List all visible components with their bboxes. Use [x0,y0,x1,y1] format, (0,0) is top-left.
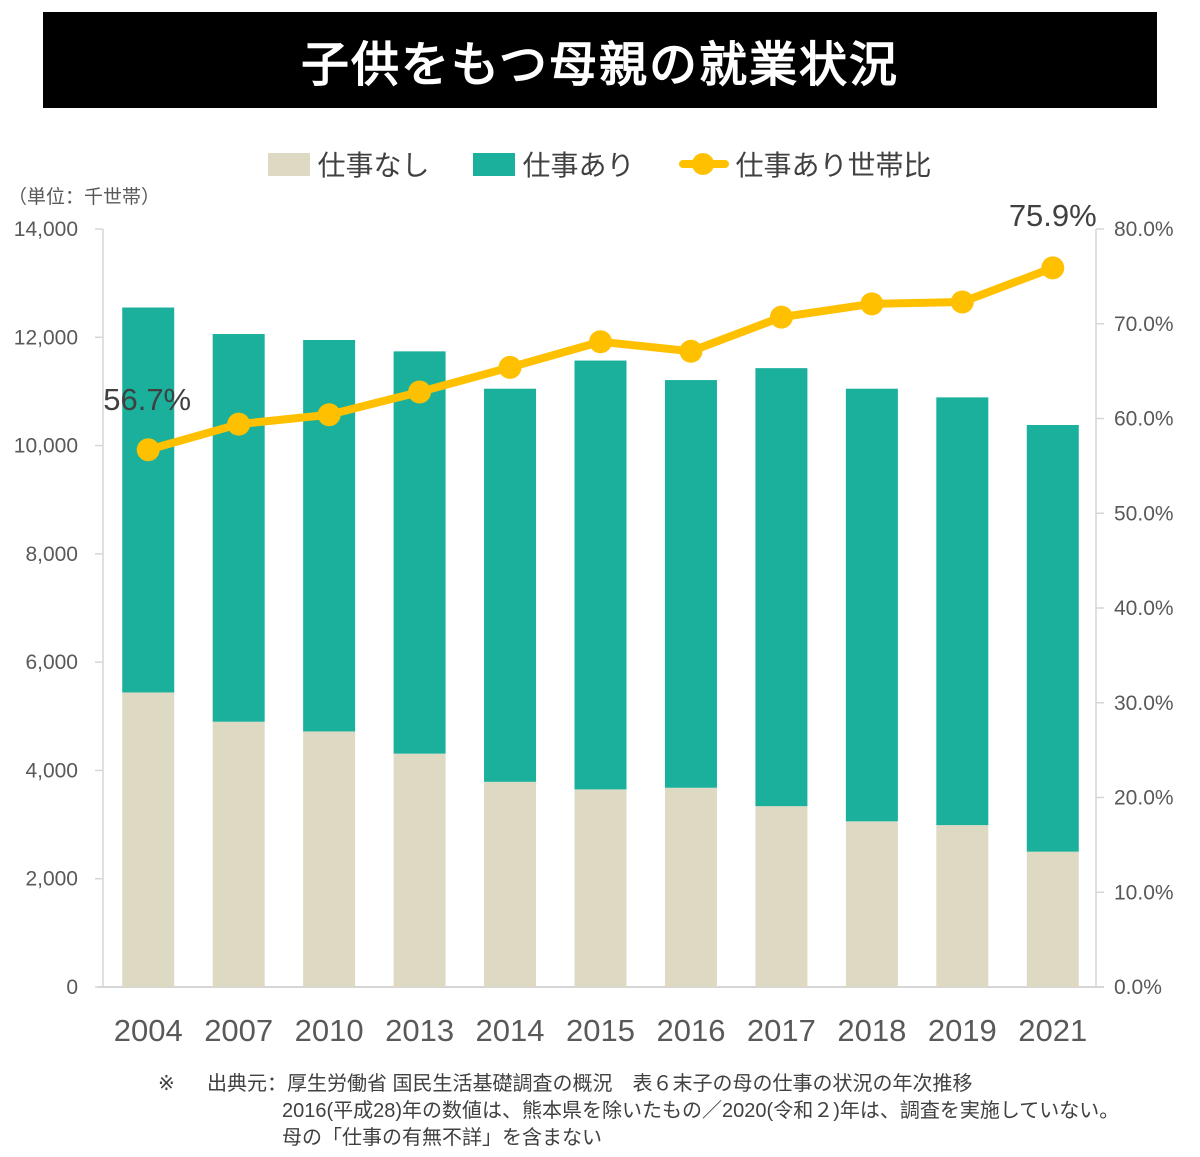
page-title: 子供をもつ母親の就業状況 [300,39,900,92]
legend-item-no-job: 仕事なし [268,144,429,184]
ratio-point-2015 [589,330,612,354]
bar-has-job-2014 [484,388,537,782]
left-axis-tick-label: 12,000 [14,326,78,349]
left-axis-tick-label: 8,000 [25,543,78,566]
has-job-swatch-icon [473,152,516,176]
legend-item-ratio: 仕事あり世帯比 [678,144,932,184]
right-axis-tick-label: 20.0% [1114,787,1174,810]
legend-label-has-job: 仕事あり [522,150,635,181]
bar-has-job-2013 [393,351,446,754]
ratio-point-2017 [769,305,793,329]
ratio-point-2004 [136,438,160,462]
footnote-source-label: 出典元： [207,1073,287,1095]
bar-has-job-2007 [212,334,265,722]
left-axis-tick-label: 0 [66,976,78,999]
line-dot-marker-icon [678,153,729,175]
right-axis-tick-label: 60.0% [1114,408,1174,431]
ratio-point-2013 [408,380,432,404]
footnote-line: 母の「仕事の有無不詳」を含まない [158,1125,1119,1152]
right-axis-tick-label: 70.0% [1114,313,1174,336]
right-axis-tick-label: 30.0% [1114,692,1174,715]
right-axis-tick-label: 0.0% [1114,976,1162,999]
footnote-text: 2016(平成28)年の数値は、熊本県を除いたもの／2020(令和２)年は、調査… [282,1100,1120,1122]
annotation-last-value: 75.9% [1009,198,1097,233]
left-axis-tick-label: 6,000 [25,651,78,674]
bar-no-job-2014 [484,781,537,987]
ratio-point-2019 [950,290,974,314]
x-axis-label-2021: 2021 [1018,1013,1087,1048]
footnote-marker: ※ [158,1073,175,1095]
right-axis-tick-label: 50.0% [1114,502,1174,525]
bar-no-job-2016 [664,787,717,987]
x-axis-label-2007: 2007 [204,1013,273,1048]
no-job-swatch-icon [268,152,311,176]
x-axis-label-2010: 2010 [295,1013,364,1048]
bar-no-job-2004 [122,692,175,987]
left-axis-tick-label: 4,000 [25,759,78,782]
title-banner: 子供をもつ母親の就業状況 [43,12,1157,108]
bar-no-job-2010 [303,731,356,987]
line-dot-icon [691,153,714,175]
x-axis-label-2019: 2019 [928,1013,997,1048]
footnote-text: 母の「仕事の有無不詳」を含まない [282,1127,602,1149]
ratio-point-2018 [860,292,884,316]
footnote-line: ※ 出典元：厚生労働省 国民生活基礎調査の概況 表６末子の母の仕事の状況の年次推移 [158,1071,1119,1098]
bar-has-job-2010 [303,339,356,732]
ratio-point-2007 [227,412,251,436]
bar-has-job-2017 [755,368,808,807]
footnote-line: 2016(平成28)年の数値は、熊本県を除いたもの／2020(令和２)年は、調査… [158,1098,1119,1125]
bar-has-job-2021 [1026,424,1079,852]
footnote-text: 厚生労働省 国民生活基礎調査の概況 表６末子の母の仕事の状況の年次推移 [287,1073,973,1095]
x-axis-label-2016: 2016 [656,1013,725,1048]
legend: 仕事なし 仕事あり 仕事あり世帯比 [0,144,1200,184]
x-axis-label-2013: 2013 [385,1013,454,1048]
right-axis-tick-label: 40.0% [1114,597,1174,620]
bar-no-job-2021 [1026,851,1079,987]
bar-no-job-2013 [393,753,446,987]
legend-label-ratio: 仕事あり世帯比 [735,150,932,181]
left-axis-tick-label: 10,000 [14,435,78,458]
x-axis-label-2004: 2004 [114,1013,183,1048]
bar-no-job-2015 [574,789,627,987]
ratio-point-2016 [679,339,703,363]
ratio-point-2021 [1041,256,1065,280]
left-axis-tick-label: 2,000 [25,868,78,891]
bar-has-job-2019 [936,397,989,826]
right-axis-tick-label: 80.0% [1114,218,1174,241]
x-axis-label-2014: 2014 [476,1013,545,1048]
bar-no-job-2018 [845,821,898,987]
legend-item-has-job: 仕事あり [473,144,635,184]
legend-label-no-job: 仕事なし [317,150,430,181]
ratio-point-2010 [317,403,341,427]
bar-no-job-2019 [936,825,989,987]
x-axis-label-2017: 2017 [747,1013,816,1048]
bar-has-job-2015 [574,360,627,790]
bar-has-job-2016 [664,380,717,788]
x-axis-label-2015: 2015 [566,1013,635,1048]
bar-has-job-2004 [122,307,175,693]
right-axis-tick-label: 10.0% [1114,881,1174,904]
ratio-point-2014 [498,355,522,379]
unit-label: （単位：千世帯） [8,187,161,208]
bar-no-job-2007 [212,721,265,987]
bar-no-job-2017 [755,806,808,987]
left-axis-tick-label: 14,000 [14,218,78,241]
footnote: ※ 出典元：厚生労働省 国民生活基礎調査の概況 表６末子の母の仕事の状況の年次推移… [158,1071,1119,1152]
annotation-first-value: 56.7% [103,382,191,417]
x-axis-label-2018: 2018 [837,1013,906,1048]
bar-has-job-2018 [845,388,898,822]
